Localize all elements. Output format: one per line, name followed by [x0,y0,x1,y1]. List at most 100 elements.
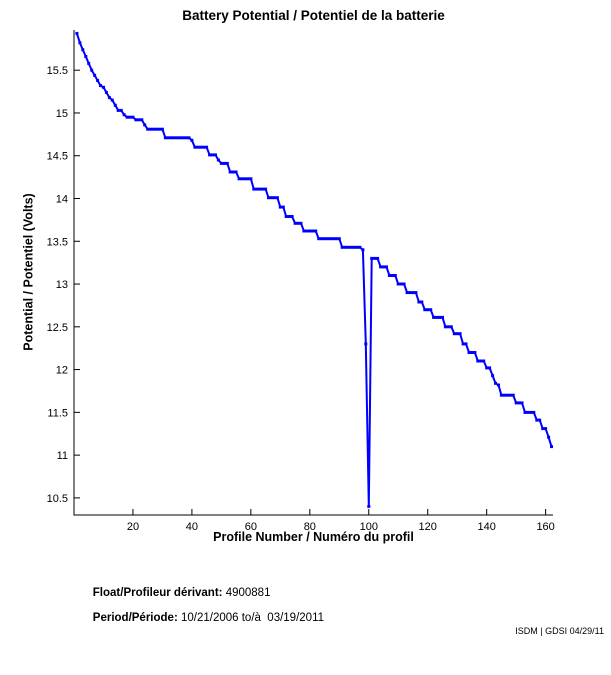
data-point-marker [523,410,527,414]
y-tick-label: 12.5 [47,322,68,334]
data-point-marker [520,401,524,405]
data-point-marker [497,383,500,387]
data-point-marker [240,177,244,181]
data-point-marker [544,427,548,431]
data-point-marker [373,256,377,260]
period-line: Period/Période: 10/21/2006 to/à 03/19/20… [80,600,324,636]
x-tick-label: 40 [186,521,198,533]
data-point-marker [432,315,436,319]
data-point-marker [110,98,114,102]
data-point-marker [196,145,200,149]
data-point-marker [246,177,250,181]
data-point-marker [417,300,421,304]
data-point-marker [402,282,406,286]
data-point-marker [323,237,327,241]
data-point-marker [281,205,285,209]
data-point-marker [449,325,453,329]
data-point-marker [140,118,144,122]
data-point-marker [535,418,539,422]
data-point-marker [160,127,164,131]
data-point-marker [455,332,459,336]
data-point-marker [364,342,368,346]
data-point-marker [370,256,374,260]
data-point-marker [514,401,518,405]
data-point-marker [205,145,209,149]
data-point-marker [320,237,324,241]
y-tick-label: 15 [56,108,68,120]
x-tick-label: 120 [419,521,437,533]
data-point-marker [284,215,288,218]
data-point-marker [438,315,441,319]
data-point-marker [290,215,294,218]
data-point-marker [420,300,424,304]
period-value: 10/21/2006 to/à 03/19/2011 [177,612,325,624]
data-point-marker [508,393,512,397]
data-point-marker [275,196,279,200]
y-tick-label: 13.5 [47,236,68,248]
x-tick-label: 20 [127,521,139,533]
data-point-marker [435,315,439,319]
data-point-marker [494,381,497,385]
data-point-marker [393,274,397,277]
data-point-marker [355,245,359,249]
x-tick-label: 60 [245,521,257,533]
data-point-marker [104,90,108,94]
data-point-marker [326,237,329,241]
data-point-marker [328,237,332,241]
y-tick-label: 13 [56,279,68,291]
data-point-marker [152,127,156,131]
data-point-marker [461,342,465,346]
data-point-marker [116,108,120,112]
data-point-marker [387,274,391,277]
data-point-marker [278,205,282,209]
data-point-marker [155,127,158,131]
data-point-marker [446,325,450,329]
data-point-marker [441,315,444,319]
data-point-marker [476,359,480,363]
y-tick-label: 10.5 [47,493,68,505]
data-point-marker [390,274,394,277]
data-point-marker [149,127,153,131]
data-point-marker [352,245,356,249]
data-point-marker [470,351,474,354]
data-point-marker [169,136,173,140]
data-point-marker [485,366,489,370]
x-tick-label: 160 [536,521,554,533]
data-point-marker [119,108,123,112]
data-point-marker [243,177,247,181]
data-point-marker [479,359,483,363]
data-point-marker [175,136,179,140]
data-point-marker [379,265,383,269]
float-id-label: Float/Profileur dérivant: [92,587,223,599]
data-point-marker [187,136,191,140]
y-tick-label: 14 [56,194,68,206]
data-point-marker [78,41,82,45]
data-point-marker [334,237,338,241]
data-point-marker [193,145,197,149]
data-point-marker [87,61,91,65]
data-point-marker [184,136,188,140]
data-point-marker [199,145,203,149]
data-point-marker [340,245,344,249]
data-point-marker [228,170,232,174]
data-point-marker [261,187,265,191]
data-point-marker [96,79,100,82]
data-point-marker [488,366,492,370]
data-point-marker [75,31,79,35]
data-point-marker [137,118,141,122]
data-point-marker [134,118,138,122]
data-point-marker [128,115,132,119]
data-point-marker [526,410,530,414]
data-point-marker [214,153,217,157]
y-tick-label: 12 [56,365,68,377]
float-id-value: 4900881 [222,587,271,599]
data-point-marker [255,187,259,191]
data-point-marker [166,136,170,140]
credit-stamp: ISDM | GDSI 04/29/11 [515,626,604,636]
data-point-marker [511,393,515,397]
data-point-marker [376,256,380,260]
data-point-marker [270,196,273,200]
data-point-marker [411,291,415,295]
data-point-marker [396,282,400,286]
